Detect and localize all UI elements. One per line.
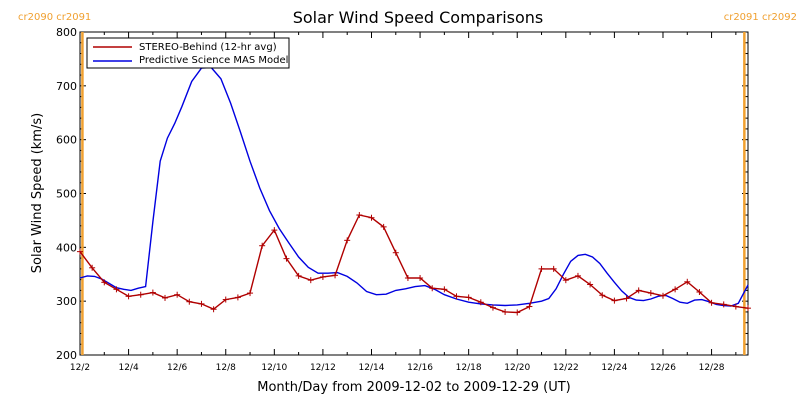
stereo-behind-point bbox=[502, 308, 509, 315]
x-tick-label: 12/24 bbox=[601, 363, 627, 373]
x-tick-label: 12/6 bbox=[167, 363, 187, 373]
stereo-behind-point bbox=[198, 300, 205, 307]
y-tick-label: 800 bbox=[56, 26, 77, 39]
stereo-behind-point bbox=[149, 289, 156, 296]
stereo-behind-point bbox=[477, 299, 484, 306]
stereo-behind-point bbox=[259, 242, 266, 249]
x-tick-label: 12/28 bbox=[699, 363, 725, 373]
stereo-behind-point bbox=[186, 298, 193, 305]
y-tick-label: 600 bbox=[56, 134, 77, 147]
stereo-behind-point bbox=[174, 291, 181, 298]
x-tick-label: 12/14 bbox=[359, 363, 385, 373]
stereo-behind-point bbox=[659, 292, 666, 299]
stereo-behind-point bbox=[635, 287, 642, 294]
x-axis: 12/2 12/4 12/6 12/8 12/10 12/12 12/14 12/16 12/1… bbox=[70, 32, 737, 373]
stereo-behind-point bbox=[113, 286, 120, 293]
y-tick-label: 500 bbox=[56, 188, 77, 201]
y-axis: 200 300 400 500 600 700 800 bbox=[56, 26, 748, 362]
stereo-behind-point bbox=[222, 296, 229, 303]
stereo-behind-point bbox=[574, 272, 581, 279]
stereo-behind-point bbox=[247, 290, 254, 297]
stereo-behind-point bbox=[101, 279, 108, 286]
stereo-behind-point bbox=[234, 294, 241, 301]
stereo-behind-point bbox=[429, 285, 436, 292]
stereo-behind-point bbox=[77, 248, 83, 255]
stereo-behind-point bbox=[562, 277, 569, 284]
stereo-behind-point bbox=[295, 272, 302, 279]
stereo-behind-point bbox=[404, 275, 411, 282]
stereo-behind-point bbox=[453, 293, 460, 300]
stereo-behind-point bbox=[125, 293, 132, 300]
legend-box bbox=[86, 37, 290, 69]
stereo-behind-point bbox=[708, 299, 715, 306]
x-tick-label: 12/22 bbox=[553, 363, 579, 373]
stereo-behind-point bbox=[611, 297, 618, 304]
stereo-behind-point bbox=[356, 212, 363, 219]
legend-label-model: Predictive Science MAS Model bbox=[139, 55, 288, 66]
stereo-behind-point bbox=[441, 286, 448, 293]
stereo-behind-line bbox=[79, 214, 749, 314]
stereo-behind-point bbox=[307, 277, 314, 284]
plot-frame bbox=[79, 31, 749, 356]
stereo-behind-point bbox=[623, 295, 630, 302]
x-tick-label: 12/10 bbox=[261, 363, 287, 373]
legend-label-stereo: STEREO-Behind (12-hr avg) bbox=[139, 42, 277, 53]
x-tick-label: 12/12 bbox=[310, 363, 336, 373]
plot-area bbox=[79, 31, 749, 356]
carrington-label: cr2091 cr2092 bbox=[724, 12, 797, 23]
x-tick-label: 12/16 bbox=[407, 363, 433, 373]
stereo-behind-point bbox=[672, 286, 679, 293]
series-layer bbox=[77, 66, 751, 316]
stereo-behind-point bbox=[550, 265, 557, 272]
stereo-behind-point bbox=[210, 306, 217, 313]
stereo-behind-point bbox=[720, 301, 727, 308]
stereo-behind-point bbox=[538, 265, 545, 272]
stereo-behind-point bbox=[271, 227, 278, 234]
x-tick-label: 12/18 bbox=[456, 363, 482, 373]
stereo-behind-point bbox=[489, 304, 496, 311]
x-tick-label: 12/2 bbox=[70, 363, 90, 373]
x-tick-label: 12/4 bbox=[118, 363, 138, 373]
x-tick-label: 12/26 bbox=[650, 363, 676, 373]
x-axis-label: Month/Day from 2009-12-02 to 2009-12-29 … bbox=[257, 380, 570, 395]
y-axis-label: Solar Wind Speed (km/s) bbox=[30, 113, 45, 273]
stereo-behind-point bbox=[137, 291, 144, 298]
y-tick-label: 300 bbox=[56, 295, 77, 308]
stereo-behind-point bbox=[745, 305, 751, 312]
stereo-behind-point bbox=[368, 214, 375, 221]
stereo-behind-point bbox=[599, 292, 606, 299]
stereo-behind-point bbox=[465, 294, 472, 301]
stereo-behind-point bbox=[380, 223, 387, 230]
stereo-behind-point bbox=[587, 281, 594, 288]
chart-title: Solar Wind Speed Comparisons bbox=[293, 8, 544, 27]
mas-model-line bbox=[79, 66, 749, 307]
legend: STEREO-Behind (12-hr avg) Predictive Sci… bbox=[86, 37, 290, 69]
y-tick-label: 400 bbox=[56, 241, 77, 254]
stereo-behind-point bbox=[417, 275, 424, 282]
stereo-behind-point bbox=[319, 273, 326, 280]
stereo-behind-point bbox=[283, 255, 290, 262]
carrington-markers: cr2090 cr2091 cr2091 cr2092 bbox=[18, 12, 797, 355]
x-tick-label: 12/20 bbox=[504, 363, 530, 373]
stereo-behind-point bbox=[647, 290, 654, 297]
stereo-behind-point bbox=[89, 264, 96, 271]
x-tick-label: 12/8 bbox=[216, 363, 236, 373]
stereo-behind-point bbox=[526, 303, 533, 310]
stereo-behind-point bbox=[392, 249, 399, 256]
stereo-behind-point bbox=[344, 237, 351, 244]
stereo-behind-point bbox=[684, 278, 691, 285]
stereo-behind-point bbox=[514, 309, 521, 316]
carrington-label: cr2090 cr2091 bbox=[18, 12, 91, 23]
y-tick-label: 700 bbox=[56, 80, 77, 93]
y-tick-label: 200 bbox=[56, 349, 77, 362]
stereo-behind-point bbox=[332, 272, 339, 279]
stereo-behind-point bbox=[696, 289, 703, 296]
stereo-behind-point bbox=[162, 294, 169, 301]
stereo-behind-point bbox=[732, 303, 739, 310]
